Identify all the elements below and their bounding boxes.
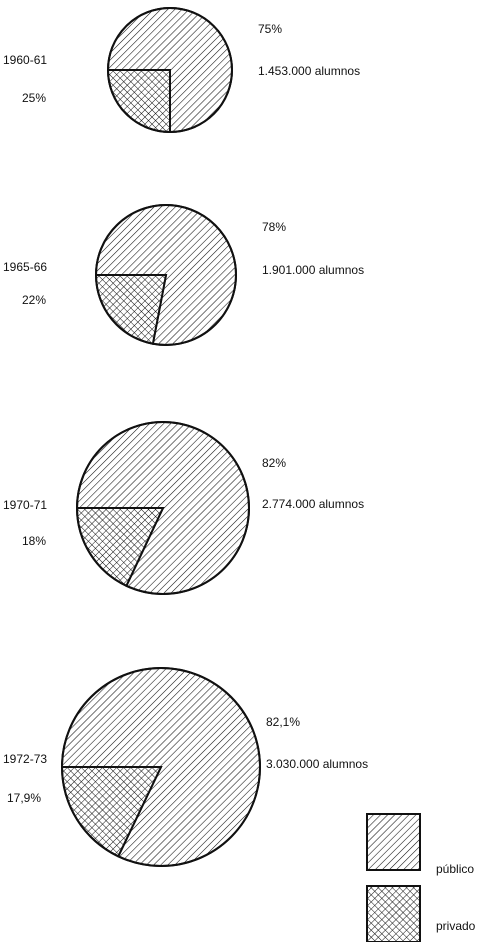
total-students-1970-71: 2.774.000 alumnos <box>262 497 364 511</box>
pie-group-1960-61: 1960-61 25% 75% 1.453.000 alumnos <box>3 7 360 134</box>
year-label-1960-61: 1960-61 <box>3 53 47 67</box>
total-students-1960-61: 1.453.000 alumnos <box>258 64 360 78</box>
privado-percent-1960-61: 25% <box>22 91 46 105</box>
privado-percent-1965-66: 22% <box>22 293 46 307</box>
year-label-1972-73: 1972-73 <box>3 752 47 766</box>
pie-outline-1965-66 <box>95 204 237 346</box>
pie-slice-privado-1965-66 <box>94 274 168 345</box>
pie-outline-1972-73 <box>61 667 261 867</box>
publico-percent-1970-71: 82% <box>262 456 286 470</box>
legend-swatch-privado <box>366 885 421 942</box>
legend-swatch-publico <box>366 813 421 871</box>
pie-group-1970-71: 1970-71 18% 82% 2.774.000 alumnos <box>3 421 364 595</box>
year-label-1965-66: 1965-66 <box>3 260 47 274</box>
pie-outline-1970-71 <box>76 421 250 595</box>
legend: público privado <box>366 813 476 942</box>
publico-percent-1965-66: 78% <box>262 220 286 234</box>
pie-group-1965-66: 1965-66 22% 78% 1.901.000 alumnos <box>3 204 364 346</box>
total-students-1972-73: 3.030.000 alumnos <box>266 757 368 771</box>
total-students-1965-66: 1.901.000 alumnos <box>262 263 364 277</box>
privado-percent-1972-73: 17,9% <box>7 791 41 805</box>
privado-percent-1970-71: 18% <box>22 534 46 548</box>
legend-label-publico: público <box>436 862 474 876</box>
legend-label-privado: privado <box>436 919 476 933</box>
publico-percent-1960-61: 75% <box>258 22 282 36</box>
publico-percent-1972-73: 82,1% <box>266 715 300 729</box>
pie-group-1972-73: 1972-73 17,9% 82,1% 3.030.000 alumnos <box>3 667 368 867</box>
pie-outline-1960-61 <box>107 7 233 133</box>
year-label-1970-71: 1970-71 <box>3 498 47 512</box>
